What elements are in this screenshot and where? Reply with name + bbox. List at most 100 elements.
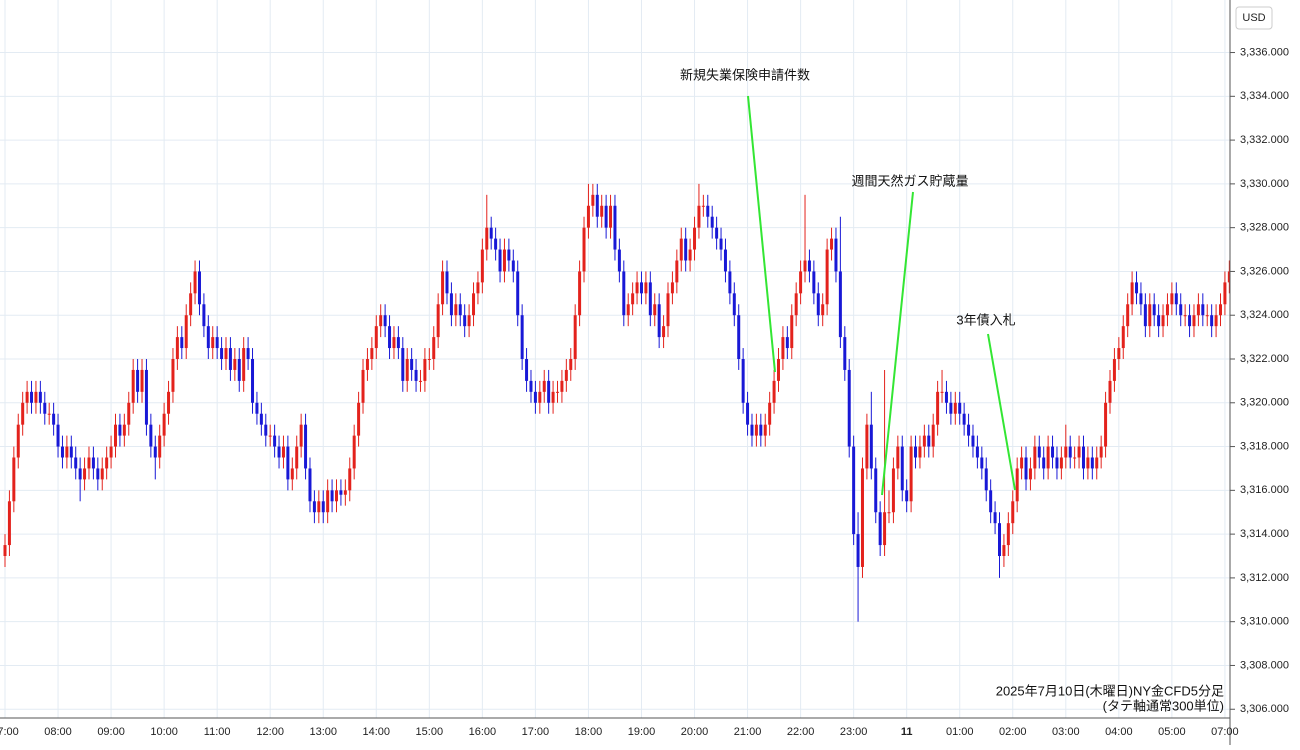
candle-body [604, 205, 608, 228]
candle-body [467, 315, 471, 327]
candle-body [299, 424, 303, 447]
candle-body [644, 282, 648, 294]
y-tick-label: 3,330.000 [1240, 178, 1289, 190]
candle-body [343, 490, 347, 495]
y-tick-label: 3,314.000 [1240, 528, 1289, 540]
candle-body [365, 359, 369, 370]
candle-body [184, 315, 188, 349]
candle-body [74, 457, 78, 469]
candle-body [984, 468, 988, 491]
candle-body [834, 238, 838, 272]
candle-body [657, 304, 661, 338]
candle-body [383, 315, 387, 327]
candle-body [1011, 501, 1015, 524]
candle-body [666, 293, 670, 327]
candle-body [1073, 457, 1077, 459]
candle-body [905, 490, 909, 502]
candle-body [560, 380, 564, 392]
y-axis: 3,306.000 3,308.000 3,310.000 3,312.000 3,31… [1230, 46, 1289, 715]
x-tick-label: 02:00 [999, 726, 1027, 738]
candle-body [507, 249, 511, 261]
candle-body [940, 391, 944, 393]
x-tick-label: 17:00 [522, 726, 550, 738]
candle-body [1015, 468, 1019, 502]
candle-body [370, 348, 374, 359]
x-tick-label: 12:00 [256, 726, 284, 738]
candle-body [1179, 304, 1183, 316]
candle-body [556, 391, 559, 393]
candle-body [609, 205, 613, 228]
candle-body [180, 337, 184, 349]
candle-body [525, 359, 529, 381]
candle-body [511, 260, 515, 272]
candle-body [211, 337, 215, 349]
candle-body [1143, 304, 1147, 327]
candle-body [220, 348, 224, 359]
candle-body [118, 424, 122, 436]
candle-body [781, 337, 785, 359]
candle-body [922, 435, 926, 447]
candle-body [675, 260, 679, 283]
candle-body [1130, 282, 1134, 305]
candle-body [1192, 315, 1196, 327]
candle-body [750, 424, 754, 436]
candle-body [865, 424, 869, 469]
candle-body [60, 446, 64, 458]
candle-body [83, 468, 87, 480]
candle-body [732, 293, 736, 316]
candle-body [374, 326, 378, 349]
candle-body [3, 545, 7, 557]
candle-body [56, 424, 60, 447]
candle-body [410, 359, 414, 370]
candle-body [918, 446, 922, 458]
y-tick-label: 3,336.000 [1240, 46, 1289, 58]
candle-body [1165, 304, 1169, 316]
candle-body [975, 446, 979, 458]
candle-body [953, 402, 957, 414]
candle-body [697, 205, 701, 228]
candle-body [423, 359, 427, 381]
candle-body [206, 326, 210, 349]
candle-body [595, 194, 599, 217]
candle-body [1117, 348, 1121, 359]
x-tick-label: 05:00 [1158, 726, 1186, 738]
candle-body [43, 402, 47, 414]
candle-body [852, 446, 856, 535]
candle-body [357, 402, 361, 436]
candle-body [144, 369, 148, 425]
y-tick-label: 3,328.000 [1240, 222, 1289, 234]
x-tick-label: 18:00 [575, 726, 603, 738]
candle-body [1002, 545, 1006, 557]
candle-body [339, 490, 343, 495]
x-tick-label: 21:00 [734, 726, 762, 738]
candle-body [1161, 315, 1165, 327]
candle-body [670, 282, 674, 294]
candle-body [856, 534, 860, 567]
candle-body [684, 238, 688, 261]
candle-body [255, 402, 259, 414]
candle-body [87, 457, 91, 469]
candle-body [122, 424, 126, 436]
candle-body [25, 391, 29, 403]
candle-body [472, 293, 476, 316]
y-tick-label: 3,324.000 [1240, 309, 1289, 321]
y-tick-label: 3,316.000 [1240, 484, 1289, 496]
candle-body [502, 249, 506, 272]
candle-body [962, 413, 966, 425]
candle-body [52, 413, 56, 425]
x-tick-label: 16:00 [469, 726, 497, 738]
candle-body [264, 424, 268, 436]
candle-body [1126, 304, 1130, 327]
candle-body [65, 446, 69, 458]
candle-body [1020, 457, 1024, 469]
candle-body [944, 391, 948, 403]
candle-body [418, 380, 422, 382]
candle-body [998, 523, 1001, 557]
candle-body [388, 326, 392, 349]
annotation-line [747, 95, 776, 373]
candle-body [34, 391, 38, 403]
candle-body [860, 468, 864, 567]
candle-body [277, 446, 281, 458]
candle-body [69, 446, 73, 458]
